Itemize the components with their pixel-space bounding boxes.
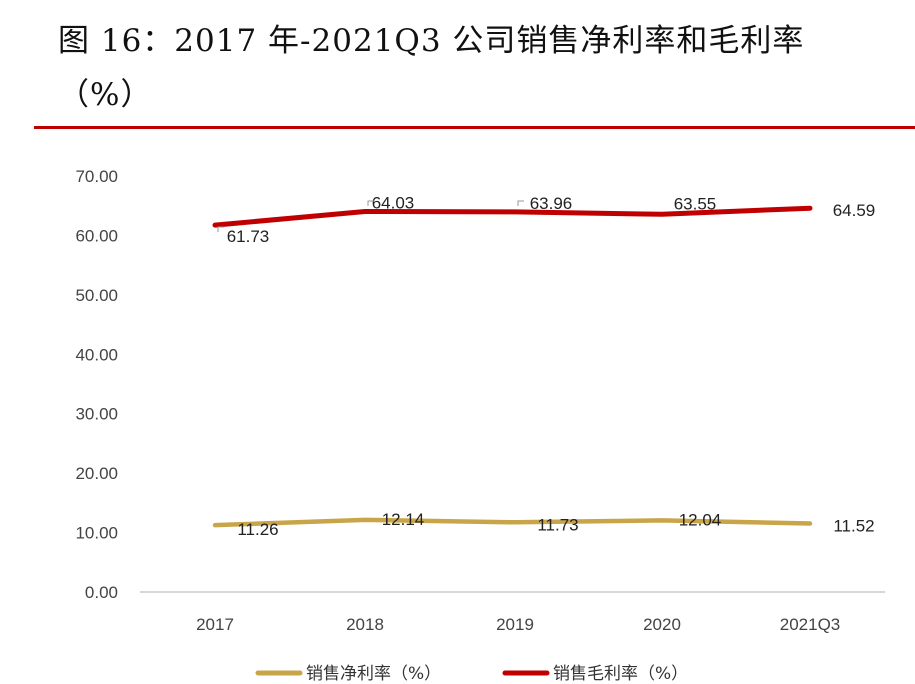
chart-title-line-2: （%） xyxy=(58,77,153,113)
x-tick-label: 2021Q3 xyxy=(780,615,841,634)
x-tick-label: 2020 xyxy=(643,615,681,634)
label-leader-line xyxy=(367,200,374,206)
net-margin-data-label: 11.73 xyxy=(537,515,578,534)
y-tick-label: 0.00 xyxy=(85,583,118,602)
x-tick-label: 2019 xyxy=(496,615,534,634)
x-tick-label: 2017 xyxy=(196,615,234,634)
chart-title: 图 16：2017 年-2021Q3 公司销售净利率和毛利率 （%） xyxy=(58,14,908,122)
net-margin-data-label: 11.52 xyxy=(833,517,874,536)
y-tick-label: 20.00 xyxy=(75,464,118,483)
gross-margin-data-label: 63.55 xyxy=(674,194,717,213)
gross-margin-data-label: 64.03 xyxy=(372,193,415,212)
y-tick-label: 10.00 xyxy=(75,524,118,543)
y-tick-label: 30.00 xyxy=(75,405,118,424)
y-tick-label: 60.00 xyxy=(75,226,118,245)
gross-margin-data-label: 61.73 xyxy=(227,227,270,246)
legend-item-gross-margin-label: 销售毛利率（%） xyxy=(553,664,688,684)
title-divider xyxy=(34,126,915,129)
label-leader-line xyxy=(517,200,524,206)
x-tick-label: 2018 xyxy=(346,615,384,634)
gross-margin-line xyxy=(212,205,813,228)
label-leader-line xyxy=(217,226,224,232)
y-tick-label: 50.00 xyxy=(75,286,118,305)
net-margin-data-label: 12.04 xyxy=(679,510,722,529)
chart-title-line-1: 图 16：2017 年-2021Q3 公司销售净利率和毛利率 xyxy=(58,23,805,59)
y-tick-label: 70.00 xyxy=(75,167,118,186)
gross-margin-data-label: 64.59 xyxy=(833,201,876,220)
net-margin-line xyxy=(212,517,813,528)
net-margin-data-label: 11.26 xyxy=(237,520,278,539)
y-tick-label: 40.00 xyxy=(75,345,118,364)
net-margin-data-label: 12.14 xyxy=(382,510,425,529)
gross-margin-data-label: 63.96 xyxy=(530,194,573,213)
legend-item-net-margin-label: 销售净利率（%） xyxy=(306,664,441,684)
